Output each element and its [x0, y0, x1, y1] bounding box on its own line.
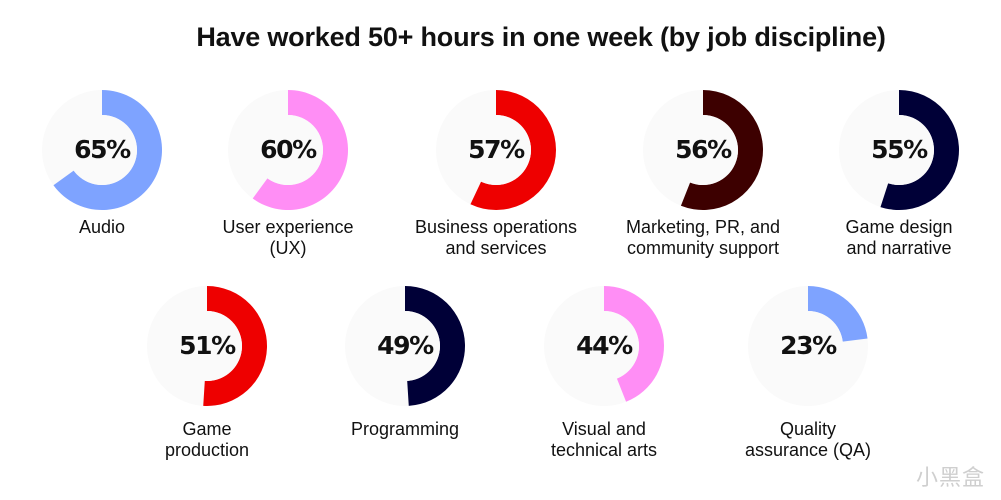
- category-label-line: Business operations: [414, 217, 578, 237]
- donut-3: 57%: [436, 90, 556, 210]
- donut-arc: [604, 286, 664, 402]
- donut-arc: [808, 286, 868, 342]
- donut-arc: [252, 90, 348, 210]
- donut-hole: [461, 115, 531, 185]
- donut-arc: [53, 90, 162, 210]
- category-label-line: and services: [445, 238, 547, 258]
- donut-hole: [67, 115, 137, 185]
- donut-arc: [470, 90, 556, 210]
- value-label: 51%: [179, 331, 236, 360]
- category-label-line: Audio: [78, 217, 126, 237]
- donut-arc: [680, 90, 763, 210]
- category-label: Business operations and services: [376, 217, 616, 259]
- watermark: 小黑盒: [915, 465, 985, 490]
- category-label-line: production: [164, 440, 250, 460]
- category-label-line: and narrative: [846, 238, 952, 258]
- value-label: 44%: [576, 331, 633, 360]
- category-label: Visual and technical arts: [484, 419, 724, 461]
- category-label-line: community support: [626, 238, 780, 258]
- category-label: Quality assurance (QA): [688, 419, 928, 461]
- donut-5: 55%: [839, 90, 959, 210]
- value-label: 65%: [74, 135, 131, 164]
- donut-hole: [370, 311, 440, 381]
- value-label: 49%: [377, 331, 434, 360]
- category-label-line: (UX): [269, 238, 307, 258]
- category-label-line: User experience: [222, 217, 354, 237]
- donut-2: 60%: [228, 90, 348, 210]
- donut-arc: [203, 286, 268, 406]
- category-label-line: assurance (QA): [744, 440, 872, 460]
- donut-hole: [172, 311, 242, 381]
- category-label-line: Marketing, PR, and: [625, 217, 781, 237]
- donut-1: 65%: [42, 90, 162, 210]
- donut-hole: [864, 115, 934, 185]
- donut-8: 44%: [544, 286, 664, 406]
- value-label: 23%: [780, 331, 837, 360]
- donut-hole: [569, 311, 639, 381]
- category-label: Game production: [87, 419, 327, 461]
- category-label-line: Game: [182, 419, 232, 439]
- category-label-line: technical arts: [550, 440, 658, 460]
- category-label: Audio: [0, 217, 222, 238]
- category-label: Game design and narrative: [779, 217, 1001, 259]
- category-label-line: Game design: [845, 217, 953, 237]
- donut-hole: [773, 311, 843, 381]
- value-label: 56%: [675, 135, 732, 164]
- donut-hole: [668, 115, 738, 185]
- value-label: 55%: [871, 135, 928, 164]
- category-label-line: Programming: [350, 419, 460, 439]
- donut-arc: [880, 90, 959, 210]
- donut-arc: [405, 286, 465, 406]
- chart-title: Have worked 50+ hours in one week (by jo…: [196, 22, 886, 52]
- category-label-line: Visual and: [562, 419, 646, 439]
- value-label: 60%: [260, 135, 317, 164]
- category-label: User experience (UX): [168, 217, 408, 259]
- category-label-line: Quality: [779, 419, 837, 439]
- donut-4: 56%: [643, 90, 763, 210]
- donut-7: 49%: [345, 286, 465, 406]
- donut-hole: [253, 115, 323, 185]
- category-label: Programming: [285, 419, 525, 440]
- donut-6: 51%: [147, 286, 268, 406]
- category-label: Marketing, PR, and community support: [583, 217, 823, 259]
- donut-9: 23%: [748, 286, 868, 406]
- value-label: 57%: [468, 135, 525, 164]
